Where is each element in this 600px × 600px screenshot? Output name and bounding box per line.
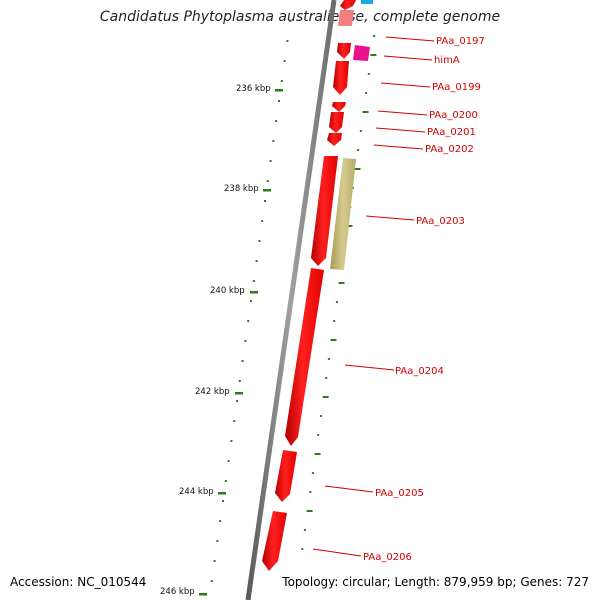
outer-dot xyxy=(322,396,329,398)
outer-dot xyxy=(314,453,321,455)
outer-dot xyxy=(319,415,322,417)
gene-pa-0203-forward[interactable] xyxy=(311,156,338,266)
inner-dot xyxy=(213,560,216,562)
gene-hima-left[interactable] xyxy=(337,43,351,59)
inner-dot xyxy=(216,540,219,542)
outer-dot xyxy=(301,548,304,550)
outer-dot xyxy=(370,54,377,56)
accession-text: Accession: NC_010544 xyxy=(10,575,147,589)
gene-pa-0205[interactable] xyxy=(275,450,297,502)
inner-dot xyxy=(289,20,292,22)
kbp-label-238: 238 kbp xyxy=(224,184,259,194)
kbp-tick-246 xyxy=(199,593,207,596)
outer-dot xyxy=(362,111,369,113)
inner-dot xyxy=(272,140,275,142)
kbp-tick-240 xyxy=(250,291,258,294)
outer-dot xyxy=(338,282,345,284)
gene-pa-0203[interactable] xyxy=(330,158,356,270)
gene-pa-0197-body[interactable] xyxy=(338,10,354,26)
gene-pa-0206[interactable] xyxy=(262,511,287,571)
inner-dot xyxy=(252,280,255,282)
inner-dot xyxy=(236,400,238,402)
inner-dot xyxy=(255,260,258,262)
inner-dot xyxy=(283,60,286,62)
inner-dot xyxy=(233,420,236,422)
gene-label-pa-0201[interactable]: PAa_0201 xyxy=(427,127,476,138)
inner-dot xyxy=(269,160,272,162)
gene-pa-0199[interactable] xyxy=(333,61,349,95)
inner-dot xyxy=(227,460,230,462)
gene-pa-0197[interactable] xyxy=(340,0,356,10)
outer-dot xyxy=(317,434,320,436)
outer-dot xyxy=(303,529,306,531)
kbp-label-242: 242 kbp xyxy=(195,387,230,397)
outer-dot xyxy=(306,510,313,512)
genome-title: Candidatus Phytoplasma australiense, com… xyxy=(99,9,501,25)
outer-dot xyxy=(367,73,370,75)
outer-dot xyxy=(327,358,330,360)
inner-dot xyxy=(286,40,289,42)
gene-blue-feature[interactable] xyxy=(361,0,373,4)
gene-hima[interactable] xyxy=(353,45,370,61)
kbp-label-244: 244 kbp xyxy=(179,487,214,497)
inner-dot xyxy=(275,120,278,122)
gene-label-pa-0206[interactable]: PAa_0206 xyxy=(363,552,412,563)
gene-pa-0202[interactable] xyxy=(327,133,342,146)
outer-dot xyxy=(365,92,368,94)
inner-dot xyxy=(264,200,266,202)
inner-dot xyxy=(280,80,283,82)
genome-backbone xyxy=(245,0,337,600)
inner-dot xyxy=(244,340,247,342)
kbp-label-236: 236 kbp xyxy=(236,84,271,94)
outer-dot xyxy=(373,35,376,37)
inner-dot xyxy=(241,360,244,362)
gene-features xyxy=(262,0,373,571)
inner-dot xyxy=(266,180,269,182)
kbp-scale: 236 kbp 238 kbp 240 kbp 242 kbp 244 kbp … xyxy=(160,84,283,597)
outer-dot xyxy=(359,130,362,132)
inner-tick-dots xyxy=(210,20,292,582)
gene-label-group: PAa_0197 himA PAa_0199 PAa_0200 PAa_0201… xyxy=(312,36,485,563)
kbp-tick-236 xyxy=(275,89,283,92)
inner-dot xyxy=(258,240,261,242)
kbp-label-246: 246 kbp xyxy=(160,587,195,597)
outer-dot xyxy=(325,377,328,379)
gene-label-pa-0205[interactable]: PAa_0205 xyxy=(375,488,424,499)
inner-dot xyxy=(224,480,227,482)
outer-dot xyxy=(311,472,314,474)
kbp-tick-238 xyxy=(263,189,271,192)
gene-pa-0204[interactable] xyxy=(285,268,324,446)
gene-label-pa-0200[interactable]: PAa_0200 xyxy=(429,110,478,121)
kbp-tick-244 xyxy=(218,492,226,495)
inner-dot xyxy=(250,300,252,302)
gene-pa-0201[interactable] xyxy=(329,112,344,133)
gene-label-pa-0197[interactable]: PAa_0197 xyxy=(436,36,485,47)
kbp-tick-242 xyxy=(235,392,243,395)
outer-dot xyxy=(346,225,353,227)
gene-label-hima[interactable]: himA xyxy=(434,55,460,66)
inner-dot xyxy=(278,100,280,102)
gene-label-pa-0203[interactable]: PAa_0203 xyxy=(416,216,465,227)
inner-dot xyxy=(247,320,250,322)
outer-dot xyxy=(333,320,336,322)
kbp-label-240: 240 kbp xyxy=(210,286,245,296)
outer-dot xyxy=(354,168,361,170)
gene-pa-0200[interactable] xyxy=(332,102,346,112)
inner-dot xyxy=(261,220,264,222)
outer-dot xyxy=(309,491,312,493)
gene-label-pa-0204[interactable]: PAa_0204 xyxy=(395,366,444,377)
inner-dot xyxy=(230,440,233,442)
outer-dot xyxy=(330,339,337,341)
gene-label-pa-0199[interactable]: PAa_0199 xyxy=(432,82,481,93)
outer-dot xyxy=(357,149,360,151)
inner-dot xyxy=(222,500,224,502)
gene-label-pa-0202[interactable]: PAa_0202 xyxy=(425,144,474,155)
inner-dot xyxy=(219,520,222,522)
outer-dot xyxy=(335,301,338,303)
inner-dot xyxy=(238,380,241,382)
topology-summary: Topology: circular; Length: 879,959 bp; … xyxy=(282,575,589,589)
inner-dot xyxy=(210,580,213,582)
